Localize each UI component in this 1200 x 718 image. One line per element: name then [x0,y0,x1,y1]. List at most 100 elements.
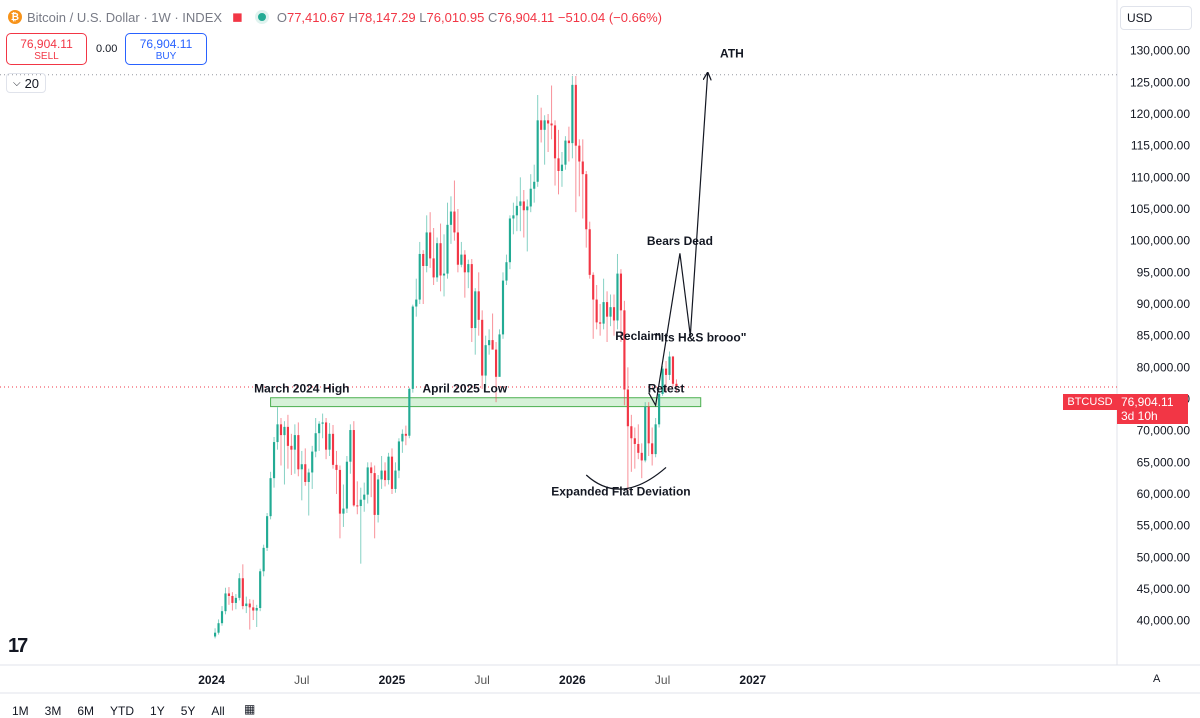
candle-body [560,164,564,171]
candle-body [647,406,650,444]
candle-body [283,426,286,436]
x-tick-label: Jul [294,673,309,687]
support-zone [270,397,702,408]
currency-label: USD [1127,11,1153,25]
candle-body [543,120,546,130]
projection-path [648,73,708,408]
candle-body [220,611,224,624]
open-value: 77,410.67 [286,9,345,25]
symbol-title[interactable]: Bitcoin / U.S. Dollar · 1W · INDEX [27,9,223,25]
candle-body [231,595,234,603]
y-tick-label: 65,000.00 [1137,455,1191,469]
candle-body [585,174,588,230]
candle-body [390,456,394,489]
range-ytd[interactable]: YTD [110,704,135,718]
candle-body [436,243,439,278]
candle-body [599,322,602,324]
candle-body [290,445,293,450]
candle-body [564,140,567,165]
range-1m[interactable]: 1M [12,704,29,718]
candle-body [491,340,494,350]
candle-body [671,356,675,384]
candle-body [637,443,640,453]
range-1y[interactable]: 1Y [150,704,165,718]
candle-body [425,232,428,266]
range-all[interactable]: All [211,704,225,718]
candle-body [470,264,473,329]
candle-body [432,258,435,278]
low-value: 76,010.95 [426,9,485,25]
candle-body [217,623,220,633]
x-tick-label: Jul [475,673,490,687]
annotation-label: March 2024 High [254,382,349,396]
candle-body [522,201,525,211]
candle-body [227,593,231,596]
deviation-arc [585,466,667,490]
x-tick-label: 2027 [739,673,766,687]
candle-body [651,443,654,455]
candle-body [370,467,373,474]
x-tick-label: 2025 [379,673,406,687]
x-tick-label: Jul [655,673,670,687]
y-tick-label: 90,000.00 [1137,297,1191,311]
annotation-label: ATH [720,47,744,61]
candle-body [533,181,536,189]
range-5y[interactable]: 5Y [180,704,196,718]
calendar-icon[interactable]: ▦ [244,702,256,716]
candle-body [581,161,584,175]
candle-body [318,423,321,434]
candle-body [481,319,484,376]
y-tick-label: 70,000.00 [1137,424,1191,438]
candle-body [547,120,550,124]
candle-body [307,472,310,482]
candle-body [213,632,217,637]
candle-body [529,188,532,207]
candle-body [446,224,449,274]
buy-button[interactable]: 76,904.11 BUY [125,33,207,65]
candle-body [325,422,328,450]
candle-body [460,254,463,265]
candle-body [630,426,633,439]
annotation-label: Reclaim [615,329,661,343]
candle-body [675,383,678,387]
candle-body [616,273,619,321]
candle-body [272,442,276,479]
candle-body [262,547,265,572]
last-price: 76,904.11 [1121,395,1174,409]
indicators-toggle[interactable]: ⌵ 20 [6,73,46,93]
bar-countdown: 3d 10h [1121,409,1158,423]
candle-body [300,464,303,470]
y-tick-label: 80,000.00 [1137,360,1191,374]
open-label: O [276,9,287,25]
candle-body [508,218,512,263]
candle-body [279,424,283,436]
candle-body [286,426,289,446]
candle-body [626,389,629,427]
spread-value: 0.00 [96,43,118,55]
candle-body [449,211,453,225]
candle-body [595,299,598,323]
candle-body [418,253,421,300]
currency-select[interactable]: USD [1120,6,1192,30]
candle-body [612,307,616,321]
range-6m[interactable]: 6M [77,704,95,718]
y-tick-label: 60,000.00 [1137,487,1191,501]
candle-body [644,406,647,461]
tradingview-logo[interactable]: 17 [8,635,28,657]
candle-body [602,302,605,324]
alert-icon[interactable]: ◼ [232,9,243,24]
high-label: H [348,9,358,25]
y-tick-label: 55,000.00 [1137,519,1191,533]
candle-body [335,464,338,470]
candle-body [661,368,664,394]
candle-body [605,302,609,317]
candle-body [252,607,255,611]
y-tick-label: 120,000.00 [1130,107,1190,121]
y-tick-label: 115,000.00 [1131,139,1190,153]
candle-body [519,201,522,206]
auto-scale-button[interactable]: A [1153,673,1161,685]
sell-button[interactable]: 76,904.11 SELL [6,33,87,65]
candle-body [259,571,262,608]
range-3m[interactable]: 3M [44,704,62,718]
